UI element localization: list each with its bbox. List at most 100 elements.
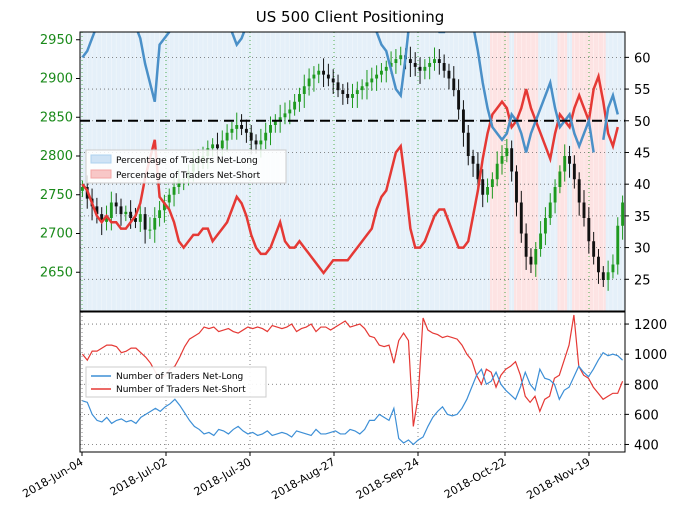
candle-body: [317, 70, 321, 75]
candle-body: [269, 125, 272, 133]
candle-body: [611, 264, 615, 273]
candle-body: [389, 63, 393, 67]
candle-body: [302, 86, 306, 94]
candle-body: [124, 211, 128, 215]
trader-count-legend: Number of Traders Net-Long Number of Tra…: [85, 366, 267, 398]
right-axis-tick-label: 50: [634, 115, 651, 130]
price-panel: 2650 2700 2750 2800 2850 2900 2950 25 30 35 40 45 5…: [40, 31, 651, 312]
candle-body: [529, 256, 533, 265]
candle-body: [379, 70, 383, 75]
right-axis-tick-label: 800: [634, 378, 659, 393]
candle-body: [254, 140, 258, 145]
legend-label-count-net-short: Number of Traders Net-Short: [116, 385, 246, 395]
left-axis-tick-label: 2650: [40, 265, 73, 280]
candle-body: [331, 78, 335, 83]
candle-body: [322, 70, 326, 75]
legend-frame-lower: [85, 366, 267, 398]
x-axis-tick-label: 2018-Oct-22: [442, 455, 508, 501]
legend-swatch-net-long: [90, 154, 112, 164]
left-axis-tick-label: 2900: [40, 72, 73, 87]
legend-label-count-net-long: Number of Traders Net-Long: [116, 372, 243, 382]
candle-body: [433, 59, 436, 63]
candle-body: [563, 156, 567, 172]
candle-body: [298, 94, 301, 102]
candle-body: [558, 171, 562, 187]
right-axis-tick-label: 400: [634, 438, 659, 453]
legend-frame: [85, 149, 287, 184]
candle-body: [109, 202, 113, 218]
right-axis-tick-label: 1000: [634, 348, 667, 363]
candle-body: [452, 78, 456, 91]
candle-body: [375, 74, 379, 79]
x-axis-tick-label: 2018-Sep-24: [354, 455, 422, 502]
candle-body: [105, 218, 108, 222]
candle-body: [336, 82, 340, 91]
candle-body: [134, 218, 137, 222]
candle-body: [370, 78, 374, 83]
candle-body: [80, 187, 84, 191]
candle-body: [312, 74, 316, 79]
left-axis-tick-label: 2700: [40, 227, 73, 242]
candle-body: [539, 233, 543, 249]
candle-body: [597, 256, 600, 273]
candle-body: [408, 59, 412, 63]
percentage-legend: Percentage of Traders Net-Long Percentag…: [85, 149, 287, 184]
candle-body: [587, 218, 591, 242]
candle-body: [500, 156, 504, 164]
candle-body: [148, 229, 152, 231]
candle-body: [341, 90, 345, 94]
right-axis-tick-label: 35: [634, 210, 651, 225]
price-panel-frame: [79, 31, 626, 312]
candle-body: [543, 218, 547, 234]
candle-body: [153, 218, 157, 230]
chart-title: US 500 Client Positioning: [256, 8, 444, 26]
candle-body: [365, 82, 369, 87]
x-axis-tick-label: 2018-Aug-27: [269, 455, 337, 502]
candle-body: [235, 125, 239, 129]
x-axis-tick-label: 2018-Jul-30: [192, 455, 254, 498]
candle-body: [418, 66, 422, 71]
candle-body: [582, 202, 586, 218]
candle-body: [553, 187, 557, 203]
right-axis-tick-label: 40: [634, 178, 651, 193]
candle-body: [476, 163, 480, 180]
candle-body: [486, 187, 489, 195]
x-axis-tick-label: 2018-Jul-02: [108, 455, 170, 498]
x-axis-tick-label: 2018-Jun-04: [20, 455, 85, 500]
net-long-count-line: [82, 351, 623, 446]
candle-body: [158, 210, 162, 218]
candle-body: [466, 132, 470, 156]
candle-body: [606, 272, 610, 280]
right-axis-tick-label: 60: [634, 51, 651, 66]
trader-count-panel: 400 600 800 1000 1200 Number of Traders Net-…: [20, 311, 667, 502]
candle-body: [351, 94, 354, 98]
right-axis-tick-label: 45: [634, 146, 651, 161]
right-axis-tick-label: 25: [634, 273, 651, 288]
x-axis-tick-label: 2018-Nov-19: [524, 455, 592, 502]
legend-label-net-short: Percentage of Traders Net-Short: [116, 171, 261, 181]
candle-body: [230, 128, 234, 133]
candle-body: [119, 206, 123, 215]
candle-body: [225, 132, 229, 141]
legend-swatch-net-short: [90, 169, 112, 179]
candle-body: [143, 214, 147, 230]
candle-body: [95, 206, 99, 215]
candle-body: [534, 249, 538, 265]
candle-body: [355, 90, 359, 94]
left-axis-tick-label: 2750: [40, 188, 73, 203]
candle-body: [220, 140, 224, 149]
candle-body: [519, 202, 523, 234]
candle-body: [283, 113, 287, 118]
right-axis-tick-label: 55: [634, 83, 651, 98]
right-axis-tick-label: 600: [634, 408, 659, 423]
net-long-percentage-line: [81, 32, 619, 153]
legend-label-net-long: Percentage of Traders Net-Long: [116, 156, 258, 166]
trader-count-panel-frame: [79, 311, 626, 453]
left-axis-tick-label: 2950: [40, 33, 73, 48]
candle-body: [216, 144, 219, 149]
candle-body: [515, 171, 518, 203]
candle-body: [167, 194, 171, 203]
candle-body: [577, 179, 581, 203]
candle-body: [249, 132, 253, 141]
